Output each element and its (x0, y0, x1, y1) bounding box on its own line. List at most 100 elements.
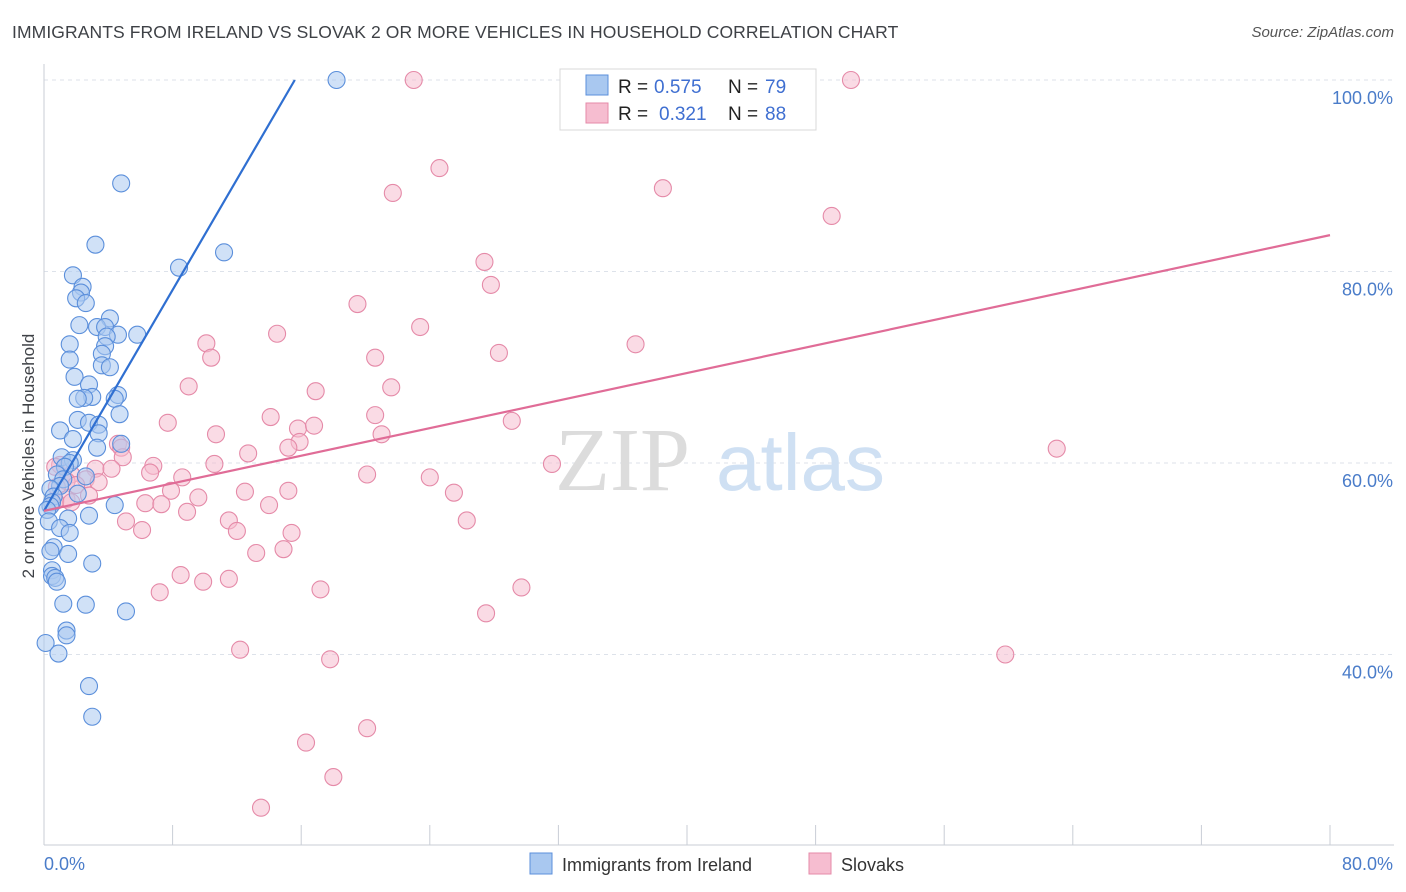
source-label: Source: ZipAtlas.com (1251, 24, 1394, 41)
stats-swatch-slovaks (585, 102, 609, 124)
ireland-point (60, 350, 79, 369)
slovaks-point (841, 70, 861, 90)
ireland-point (68, 389, 87, 408)
slovaks-point (206, 425, 226, 444)
slovaks-point (358, 465, 377, 484)
ireland-point (65, 367, 84, 386)
y-axis-label: 2 or more Vehicles in Household (19, 334, 38, 579)
ireland-point (76, 467, 95, 486)
ireland-point (36, 633, 55, 653)
slovaks-point (430, 159, 449, 178)
slovaks-point (136, 494, 155, 513)
ireland-point (76, 595, 95, 614)
ireland-point (112, 174, 131, 193)
y-tick-label: 100.0% (1332, 88, 1393, 108)
ireland-point (87, 438, 107, 457)
slovaks-point (411, 317, 430, 337)
x-tick-label-max: 80.0% (1342, 854, 1393, 874)
slovaks-point (102, 459, 121, 478)
slovaks-point (235, 482, 254, 501)
slovaks-point (305, 416, 324, 435)
slovaks-point (227, 521, 246, 541)
stats-r-label-ireland: R = (618, 77, 648, 98)
slovaks-point (542, 454, 562, 474)
watermark-zip: ZIP (555, 411, 690, 510)
slovaks-point (274, 540, 293, 559)
slovaks-point (358, 719, 377, 738)
slovaks-point (247, 543, 266, 563)
slovaks-point (311, 580, 330, 599)
slovaks-point (383, 183, 402, 203)
y-tick-label: 40.0% (1342, 663, 1393, 683)
slovaks-point (481, 275, 500, 294)
legend-swatch-slovaks (808, 852, 832, 875)
ireland-point (51, 421, 70, 440)
ireland-point (54, 594, 73, 613)
slovaks-point (1047, 439, 1066, 458)
slovaks-trend-line (43, 234, 1331, 512)
slovaks-point (219, 569, 238, 588)
y-tick-label: 60.0% (1342, 471, 1393, 491)
slovaks-point (404, 70, 423, 90)
slovaks-point (279, 438, 298, 457)
slovaks-point (306, 382, 325, 401)
legend-swatch-ireland (529, 852, 553, 875)
axes (43, 64, 1394, 846)
ireland-point (83, 707, 102, 726)
chart-title: IMMIGRANTS FROM IRELAND VS SLOVAK 2 OR M… (12, 22, 899, 42)
ireland-trend-line (43, 79, 296, 512)
slovaks-point (822, 206, 841, 226)
stats-n-slovaks: 88 (765, 104, 786, 125)
slovaks-point (282, 523, 301, 542)
stats-n-label-ireland: N = (728, 77, 758, 98)
ireland-point (76, 294, 95, 313)
slovaks-point (251, 798, 271, 817)
stats-n-ireland: 79 (765, 77, 786, 98)
ireland-point (70, 316, 89, 335)
slovaks-point (653, 179, 672, 198)
slovaks-point (996, 645, 1015, 664)
slovaks-point (231, 640, 250, 659)
slovaks-point (348, 295, 367, 314)
slovaks-point (261, 407, 280, 427)
slovaks-point (189, 488, 208, 507)
slovaks-point (133, 520, 152, 540)
slovaks-point (366, 406, 385, 425)
slovaks-point (512, 578, 531, 597)
slovaks-point (502, 411, 521, 430)
slovaks-point (202, 348, 221, 367)
ireland-point (59, 544, 78, 564)
slovaks-point (321, 650, 340, 669)
slovaks-point (420, 468, 439, 487)
slovaks-point (444, 483, 463, 502)
slovaks-point (477, 604, 496, 623)
y-tick-labels: 40.0% 60.0% 80.0% 100.0% (1332, 88, 1393, 683)
legend-label-ireland: Immigrants from Ireland (562, 855, 752, 875)
stats-box: R = 0.575 N = 79 R = 0.321 N = 88 (559, 68, 817, 131)
ireland-point (327, 70, 346, 90)
ireland-point (79, 677, 99, 696)
stats-r-label-slovaks: R = (618, 104, 648, 125)
slovaks-point (158, 413, 177, 432)
slovaks-point (268, 324, 287, 343)
ireland-point (86, 235, 105, 254)
ireland-point (49, 644, 68, 663)
stats-r-ireland: 0.575 (654, 77, 702, 98)
ireland-point (105, 496, 124, 515)
ireland-point (60, 335, 79, 354)
slovaks-point (259, 496, 279, 515)
watermark-atlas: atlas (716, 418, 885, 507)
ireland-point (68, 484, 87, 503)
slovaks-point (382, 378, 401, 397)
ireland-point (214, 243, 234, 262)
slovaks-point (239, 444, 258, 463)
trend-lines (43, 79, 1331, 512)
y-tick-label: 80.0% (1342, 280, 1393, 300)
ireland-point (112, 434, 131, 453)
ireland-point (110, 405, 129, 424)
ireland-points (36, 70, 346, 726)
x-tick-label-min: 0.0% (44, 854, 85, 874)
slovaks-point (116, 512, 136, 531)
ireland-point (60, 523, 79, 542)
